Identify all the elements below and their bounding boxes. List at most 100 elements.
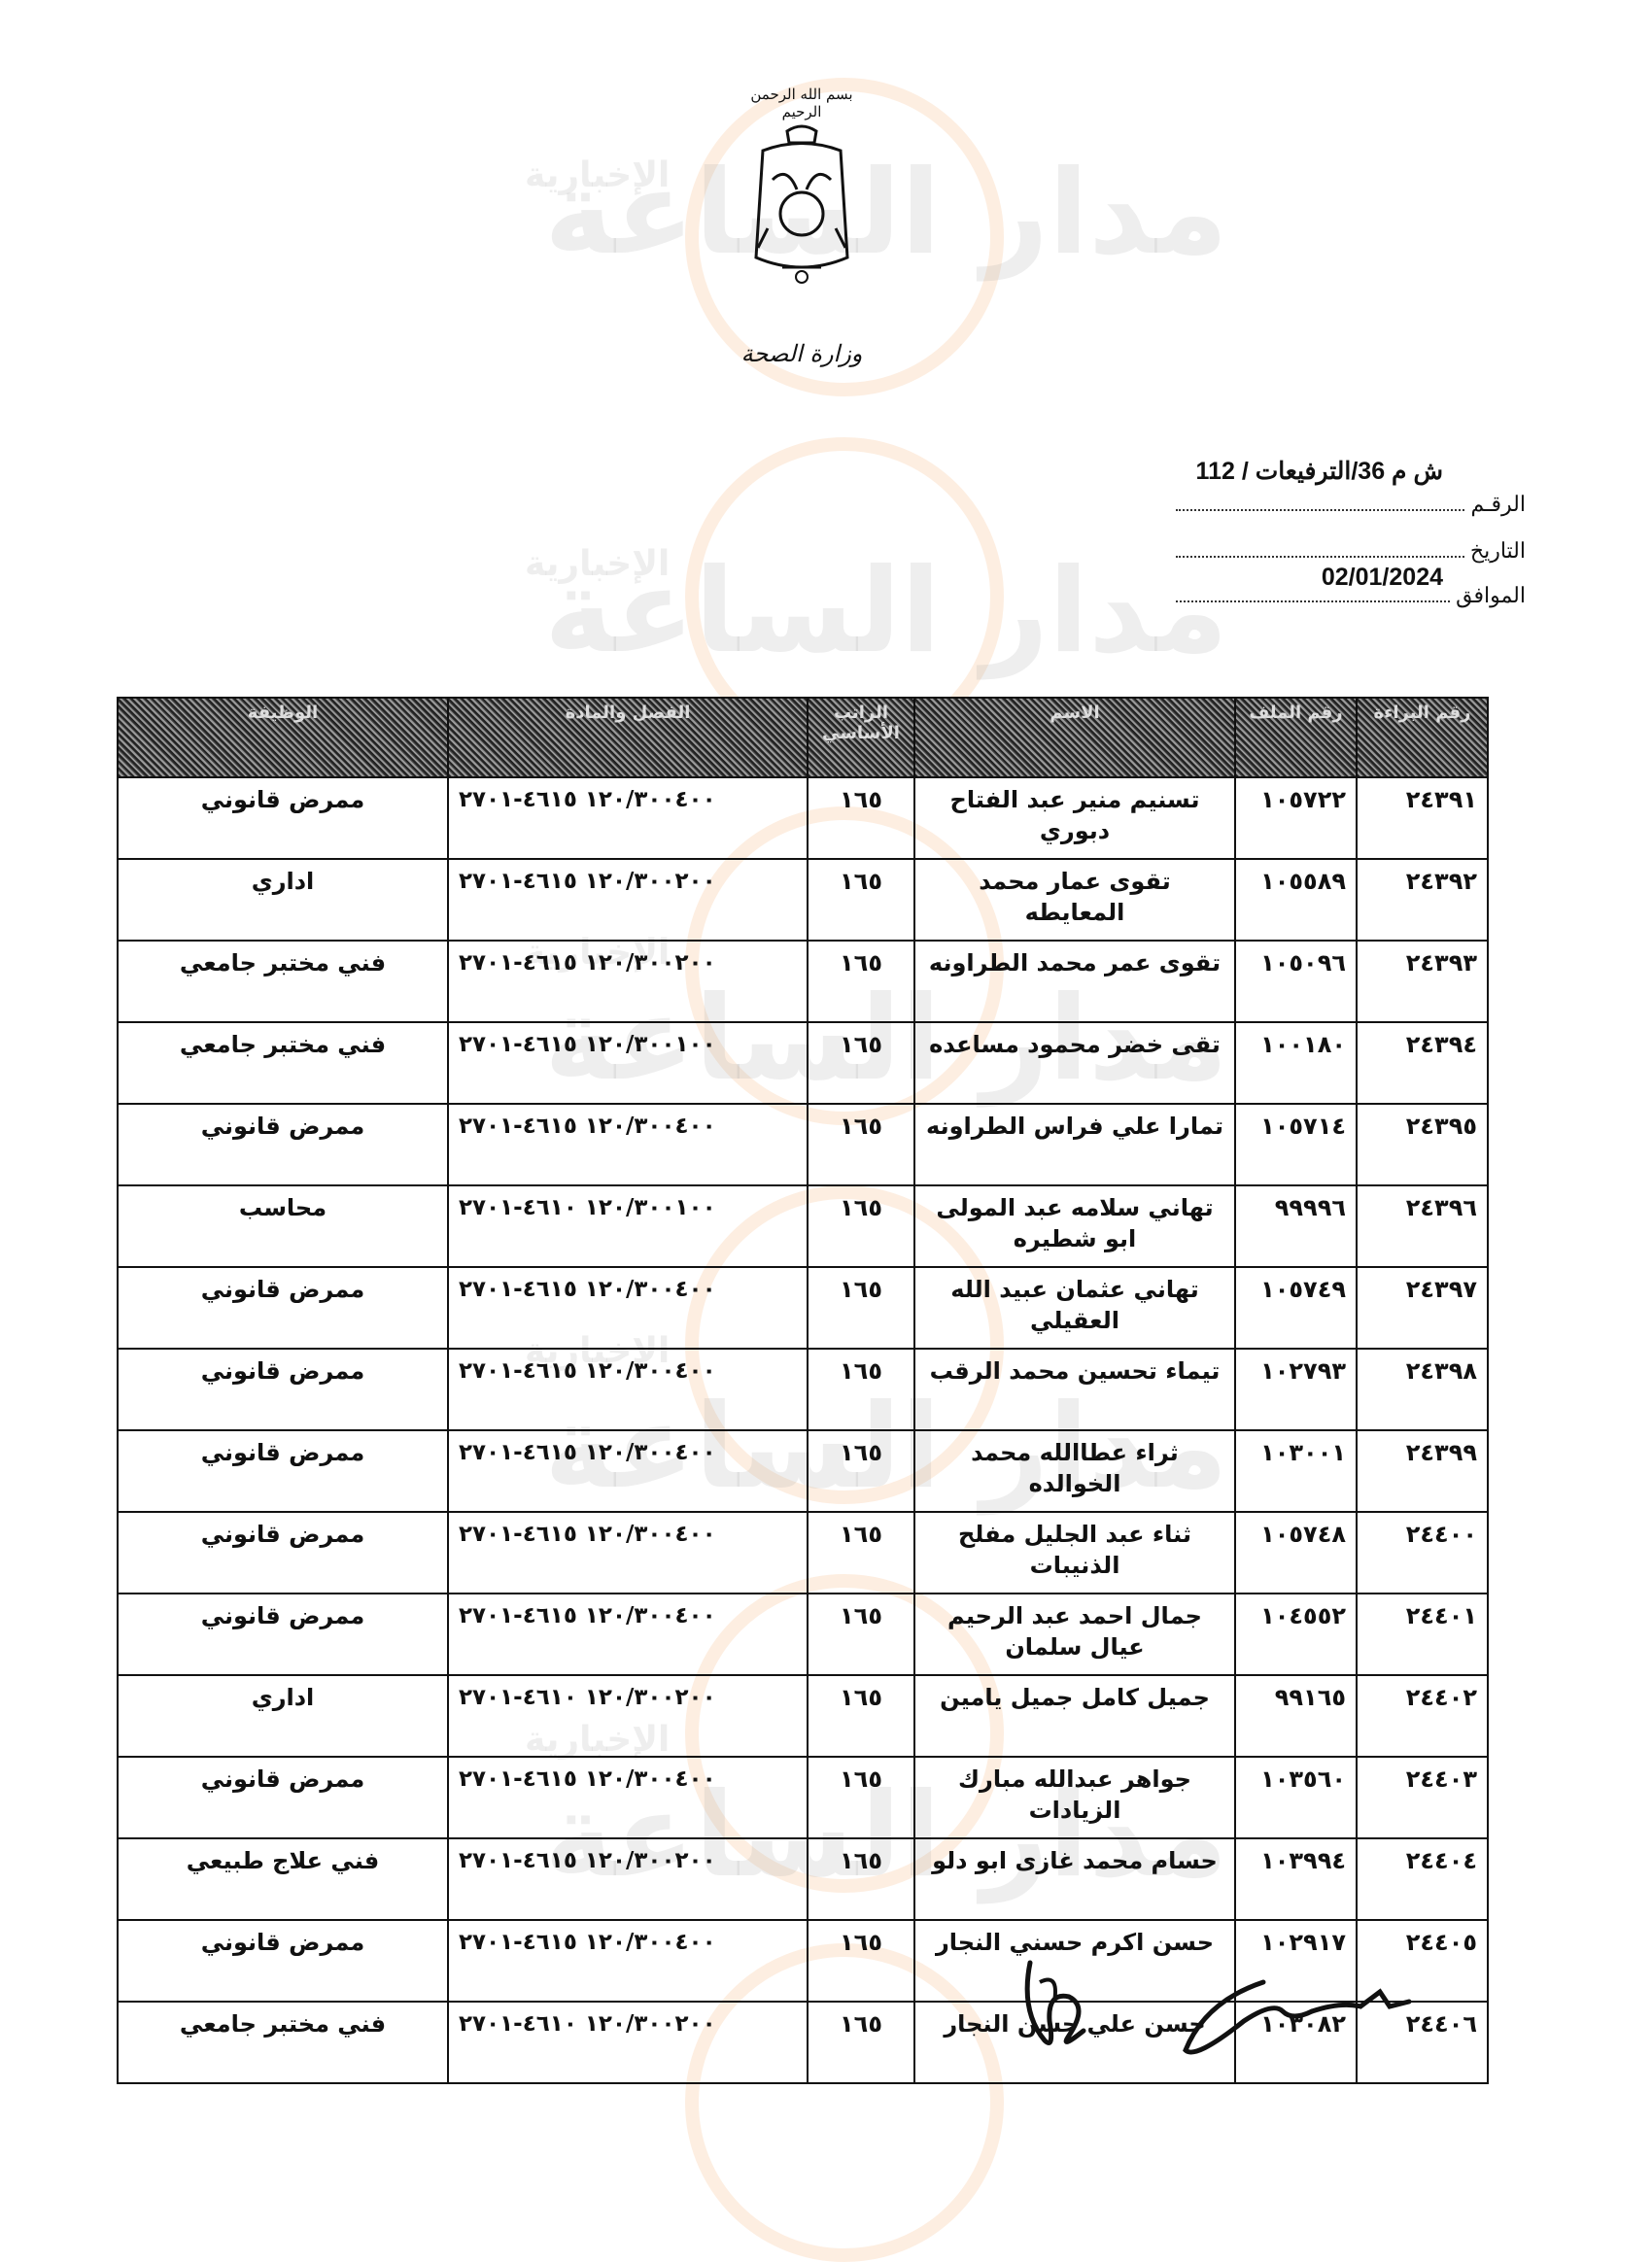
ministry-name: وزارة الصحة (740, 340, 863, 367)
basic-salary-cell: ١٦٥ (807, 1103, 915, 1186)
chapter-article-cell: ١٢٠/٣٠٠٤٠٠ ٤٦١٥-٢٧٠١ (447, 776, 809, 860)
cert-number-cell: ٢٤٣٩٢ (1356, 858, 1489, 942)
employee-name-cell: جميل كامل جميل يامين (913, 1674, 1236, 1758)
date-label: التاريخ (1469, 538, 1526, 563)
job-title-cell: ممرض قانوني (117, 1511, 449, 1594)
header-file-number: رقم الملف (1234, 697, 1358, 778)
signature (1183, 1979, 1412, 2055)
basic-salary-cell: ١٦٥ (807, 776, 915, 860)
table-row: ٢٤٣٩٣ ١٠٥٠٩٦ تقوى عمر محمد الطراونه ١٦٥ ١٢٠/… (117, 940, 1489, 1023)
cert-number-cell: ٢٤٤٠٦ (1356, 2001, 1489, 2084)
file-number-cell: ١٠٣٩٩٤ (1234, 1837, 1358, 1921)
file-number-cell: ٩٩٩٩٦ (1234, 1184, 1358, 1268)
header-name: الاسم (913, 697, 1236, 778)
promotions-table: رقم البراءة رقم الملف الاسم الراتب الأسا… (117, 697, 1489, 2084)
cert-number-cell: ٢٤٣٩٤ (1356, 1021, 1489, 1105)
header-job: الوظيفة (117, 697, 449, 778)
dotted-line (1176, 600, 1451, 602)
header-chapter-article: الفصل والمادة (447, 697, 809, 778)
watermark-sub: الإخبارية (525, 155, 671, 195)
file-number-cell: ١٠٥٧٤٨ (1234, 1511, 1358, 1594)
chapter-article-cell: ١٢٠/٣٠٠٢٠٠ ٤٦١٥-٢٧٠١ (447, 858, 809, 942)
cert-number-cell: ٢٤٣٩٣ (1356, 940, 1489, 1023)
cert-number-cell: ٢٤٣٩٨ (1356, 1348, 1489, 1431)
job-title-cell: ممرض قانوني (117, 1593, 449, 1676)
file-number-cell: ١٠٢٩١٧ (1234, 1919, 1358, 2003)
job-title-cell: ممرض قانوني (117, 1348, 449, 1431)
job-title-cell: فني مختبر جامعي (117, 1021, 449, 1105)
dotted-line (1176, 555, 1464, 558)
table-row: ٢٤٣٩٧ ١٠٥٧٤٩ تهاني عثمان عبيد الله العقيلي… (117, 1266, 1489, 1350)
basmala: بسم الله الرحمن الرحيم (750, 86, 853, 120)
chapter-article-cell: ١٢٠/٣٠٠٤٠٠ ٤٦١٥-٢٧٠١ (447, 1266, 809, 1350)
job-title-cell: محاسب (117, 1184, 449, 1268)
table-row: ٢٤٤٠٠ ١٠٥٧٤٨ ثناء عبد الجليل مفلح الذنيبات… (117, 1511, 1489, 1594)
basic-salary-cell: ١٦٥ (807, 1593, 915, 1676)
file-number-cell: ١٠٤٥٥٢ (1234, 1593, 1358, 1676)
basic-salary-cell: ١٦٥ (807, 1184, 915, 1268)
employee-name-cell: ثراء عطاالله محمد الخوالده (913, 1429, 1236, 1513)
basic-salary-cell: ١٦٥ (807, 1919, 915, 2003)
cert-number-cell: ٢٤٣٩٦ (1356, 1184, 1489, 1268)
table-row: ٢٤٣٩٢ ١٠٥٥٨٩ تقوى عمار محمد المعايطه ١٦٥ ١٢٠… (117, 858, 1489, 942)
table-row: ٢٤٣٩٤ ١٠٠١٨٠ تقى خضر محمود مساعده ١٦٥ ١٢٠/٣٠… (117, 1021, 1489, 1105)
file-number-cell: ١٠٥٥٨٩ (1234, 858, 1358, 942)
file-number-cell: ١٠٥٧٢٢ (1234, 776, 1358, 860)
chapter-article-cell: ١٢٠/٣٠٠١٠٠ ٤٦١٥-٢٧٠١ (447, 1021, 809, 1105)
date-value: 02/01/2024 (1321, 564, 1443, 591)
chapter-article-cell: ١٢٠/٣٠٠٤٠٠ ٤٦١٥-٢٧٠١ (447, 1756, 809, 1839)
chapter-article-cell: ١٢٠/٣٠٠٢٠٠ ٤٦١٠-٢٧٠١ (447, 1674, 809, 1758)
file-number-cell: ١٠٣٠٠١ (1234, 1429, 1358, 1513)
chapter-article-cell: ١٢٠/٣٠٠٤٠٠ ٤٦١٥-٢٧٠١ (447, 1348, 809, 1431)
chapter-article-cell: ١٢٠/٣٠٠٤٠٠ ٤٦١٥-٢٧٠١ (447, 1919, 809, 2003)
watermark-sub: الإخبارية (525, 544, 671, 584)
file-number-cell: ١٠٥٧٤٩ (1234, 1266, 1358, 1350)
chapter-article-cell: ١٢٠/٣٠٠٤٠٠ ٤٦١٥-٢٧٠١ (447, 1593, 809, 1676)
job-title-cell: ممرض قانوني (117, 1919, 449, 2003)
cert-number-cell: ٢٤٤٠٠ (1356, 1511, 1489, 1594)
table-header-row: رقم البراءة رقم الملف الاسم الراتب الأسا… (117, 697, 1489, 778)
table-row: ٢٤٣٩٩ ١٠٣٠٠١ ثراء عطاالله محمد الخوالده ١٦٥… (117, 1429, 1489, 1513)
job-title-cell: ممرض قانوني (117, 1756, 449, 1839)
number-row: الرقـم (1176, 492, 1526, 517)
job-title-cell: ممرض قانوني (117, 1266, 449, 1350)
number-label: الرقـم (1470, 492, 1526, 516)
dotted-line (1176, 508, 1465, 511)
cert-number-cell: ٢٤٤٠١ (1356, 1593, 1489, 1676)
job-title-cell: اداري (117, 1674, 449, 1758)
table-row: ٢٤٣٩١ ١٠٥٧٢٢ تسنيم منير عبد الفتاح دبوري ١٦… (117, 776, 1489, 860)
cert-number-cell: ٢٤٤٠٥ (1356, 1919, 1489, 2003)
cert-number-cell: ٢٤٣٩٥ (1356, 1103, 1489, 1186)
header-cert-number: رقم البراءة (1356, 697, 1489, 778)
table-row: ٢٤٣٩٥ ١٠٥٧١٤ تمارا علي فراس الطراونه ١٦٥ ١٢٠… (117, 1103, 1489, 1186)
file-number-cell: ١٠٥٧١٤ (1234, 1103, 1358, 1186)
table-row: ٢٤٤٠٣ ١٠٣٥٦٠ جواهر عبدالله مبارك الزيادات ١… (117, 1756, 1489, 1839)
basic-salary-cell: ١٦٥ (807, 1837, 915, 1921)
table-row: ٢٤٣٩٦ ٩٩٩٩٦ تهاني سلامه عبد المولى ابو شطي… (117, 1184, 1489, 1268)
cert-number-cell: ٢٤٤٠٣ (1356, 1756, 1489, 1839)
basic-salary-cell: ١٦٥ (807, 1674, 915, 1758)
date-row: التاريخ (1176, 538, 1526, 564)
corresponding-row: الموافق (1176, 583, 1526, 608)
employee-name-cell: جمال احمد عبد الرحيم عيال سلمان (913, 1593, 1236, 1676)
basic-salary-cell: ١٦٥ (807, 1266, 915, 1350)
chapter-article-cell: ١٢٠/٣٠٠٤٠٠ ٤٦١٥-٢٧٠١ (447, 1103, 809, 1186)
job-title-cell: ممرض قانوني (117, 1429, 449, 1513)
employee-name-cell: ثناء عبد الجليل مفلح الذنيبات (913, 1511, 1236, 1594)
job-title-cell: فني مختبر جامعي (117, 2001, 449, 2084)
signature (1024, 1960, 1086, 2045)
cert-number-cell: ٢٤٤٠٤ (1356, 1837, 1489, 1921)
basic-salary-cell: ١٦٥ (807, 858, 915, 942)
chapter-article-cell: ١٢٠/٣٠٠٢٠٠ ٤٦١٥-٢٧٠١ (447, 940, 809, 1023)
table-row: ٢٤٣٩٨ ١٠٢٧٩٣ تيماء تحسين محمد الرقب ١٦٥ ١٢٠/… (117, 1348, 1489, 1431)
job-title-cell: ممرض قانوني (117, 776, 449, 860)
job-title-cell: فني علاج طبيعي (117, 1837, 449, 1921)
basic-salary-cell: ١٦٥ (807, 1511, 915, 1594)
file-number-cell: ١٠٢٧٩٣ (1234, 1348, 1358, 1431)
coat-of-arms-emblem (754, 124, 849, 284)
employee-name-cell: حسام محمد غازى ابو دلو (913, 1837, 1236, 1921)
employee-name-cell: تقوى عمار محمد المعايطه (913, 858, 1236, 942)
watermark-logo: مدار الساعة (544, 544, 1228, 679)
chapter-article-cell: ١٢٠/٣٠٠١٠٠ ٤٦١٠-٢٧٠١ (447, 1184, 809, 1268)
chapter-article-cell: ١٢٠/٣٠٠٤٠٠ ٤٦١٥-٢٧٠١ (447, 1511, 809, 1594)
